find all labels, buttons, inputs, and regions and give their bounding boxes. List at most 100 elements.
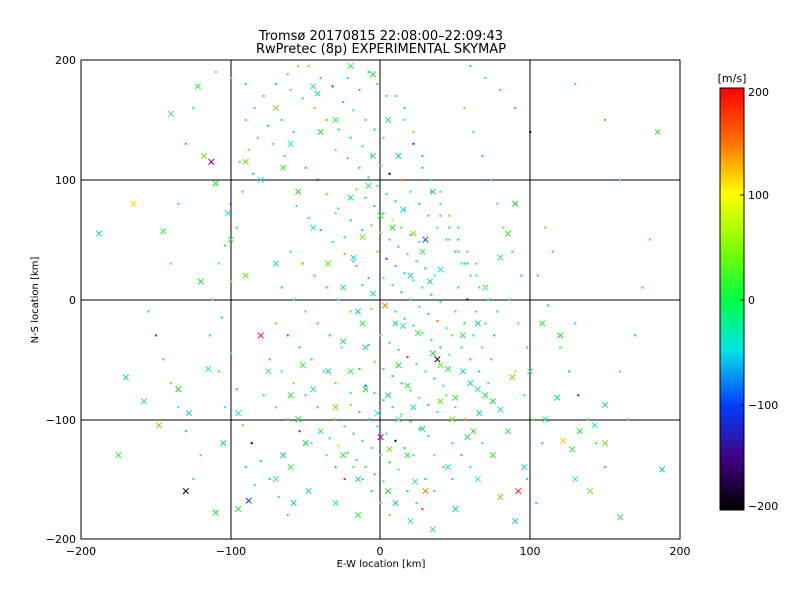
scatter-point bbox=[362, 386, 369, 393]
x-tick-label: −100 bbox=[216, 545, 246, 558]
scatter-point bbox=[325, 454, 328, 457]
scatter-point bbox=[235, 226, 238, 229]
scatter-point bbox=[373, 360, 376, 363]
scatter-point bbox=[314, 90, 321, 97]
scatter-point bbox=[352, 466, 355, 469]
colorbar: [m/s] 200 100 0 −100 −200 bbox=[718, 72, 779, 513]
scatter-point bbox=[421, 166, 424, 169]
scatter-point bbox=[421, 154, 424, 157]
scatter-point bbox=[343, 236, 346, 239]
scatter-point bbox=[388, 461, 391, 464]
scatter-point bbox=[475, 262, 478, 265]
scatter-point bbox=[397, 348, 400, 351]
scatter-point bbox=[410, 404, 417, 411]
scatter-point bbox=[475, 310, 478, 313]
scatter-point bbox=[346, 77, 349, 79]
scatter-point bbox=[287, 463, 294, 471]
scatter-point bbox=[422, 487, 429, 495]
scatter-point bbox=[316, 322, 319, 325]
scatter-point bbox=[154, 334, 157, 337]
scatter-point bbox=[310, 442, 313, 445]
scatter-point bbox=[490, 178, 493, 181]
scatter-point bbox=[177, 202, 180, 205]
x-axis: −200 −100 0 100 200 E-W location [km] bbox=[66, 545, 691, 570]
scatter-point bbox=[385, 193, 388, 196]
scatter-point bbox=[238, 160, 241, 163]
scatter-point bbox=[459, 368, 467, 375]
scatter-point bbox=[274, 322, 277, 325]
scatter-point bbox=[481, 154, 484, 157]
scatter-point bbox=[334, 466, 337, 469]
scatter-point bbox=[421, 508, 424, 511]
colorbar-label: [m/s] bbox=[718, 72, 747, 85]
scatter-point bbox=[539, 320, 546, 327]
scatter-point bbox=[280, 164, 287, 171]
scatter-point bbox=[403, 447, 406, 449]
scatter-point bbox=[429, 188, 437, 195]
scatter-point bbox=[388, 341, 391, 344]
scatter-point bbox=[155, 422, 163, 429]
scatter-point bbox=[241, 190, 244, 193]
scatter-point bbox=[544, 226, 547, 229]
scatter-point bbox=[400, 178, 403, 181]
scatter-point bbox=[382, 136, 385, 139]
scatter-point bbox=[162, 358, 165, 361]
scatter-point bbox=[259, 460, 262, 463]
scatter-point bbox=[250, 442, 253, 445]
scatter-point bbox=[403, 317, 406, 320]
scatter-point bbox=[373, 473, 376, 476]
scatter-point bbox=[229, 77, 232, 79]
scatter-point bbox=[352, 260, 355, 263]
scatter-point bbox=[324, 260, 332, 267]
scatter-point bbox=[256, 136, 259, 139]
scatter-point bbox=[347, 62, 354, 70]
scatter-point bbox=[568, 370, 571, 373]
scatter-point bbox=[299, 362, 306, 369]
scatter-point bbox=[403, 106, 406, 109]
scatter-point bbox=[382, 276, 385, 279]
scatter-point bbox=[489, 452, 496, 459]
colorbar-tick-label: −100 bbox=[748, 399, 778, 412]
scatter-point bbox=[286, 514, 289, 516]
scatter-point bbox=[370, 224, 373, 227]
scatter-point bbox=[253, 484, 256, 487]
scatter-point bbox=[332, 404, 339, 411]
scatter-point bbox=[319, 229, 322, 231]
scatter-point bbox=[418, 202, 421, 205]
scatter-point bbox=[464, 434, 471, 441]
scatter-point bbox=[497, 254, 504, 261]
scatter-point bbox=[223, 406, 226, 409]
scatter-point bbox=[467, 380, 474, 387]
scatter-point bbox=[339, 284, 347, 291]
scatter-point bbox=[433, 274, 436, 277]
scatter-point bbox=[418, 427, 421, 430]
scatter-point bbox=[309, 83, 317, 90]
scatter-point bbox=[469, 274, 472, 277]
scatter-point bbox=[339, 452, 347, 459]
scatter-point bbox=[427, 214, 430, 217]
scatter-point bbox=[257, 332, 264, 339]
scatter-point bbox=[384, 116, 392, 124]
scatter-point bbox=[235, 388, 238, 391]
scatter-point bbox=[512, 517, 519, 525]
scatter-point bbox=[385, 257, 388, 260]
scatter-point bbox=[452, 505, 459, 513]
y-tick-label: 200 bbox=[55, 54, 76, 67]
scatter-point bbox=[272, 104, 279, 112]
scatter-point bbox=[217, 370, 220, 373]
scatter-point bbox=[370, 490, 373, 493]
scatter-point bbox=[274, 83, 277, 85]
scatter-point bbox=[476, 410, 483, 417]
scatter-point bbox=[223, 244, 226, 247]
scatter-point bbox=[349, 219, 352, 222]
scatter-point bbox=[364, 118, 367, 121]
scatter-point bbox=[325, 118, 328, 121]
scatter-point bbox=[474, 475, 481, 483]
scatter-point bbox=[424, 267, 427, 270]
scatter-point bbox=[429, 526, 437, 533]
scatter-point bbox=[361, 284, 364, 287]
scatter-point bbox=[576, 428, 583, 435]
scatter-point bbox=[394, 94, 397, 97]
scatter-point bbox=[542, 416, 549, 423]
scatter-point bbox=[560, 437, 567, 444]
